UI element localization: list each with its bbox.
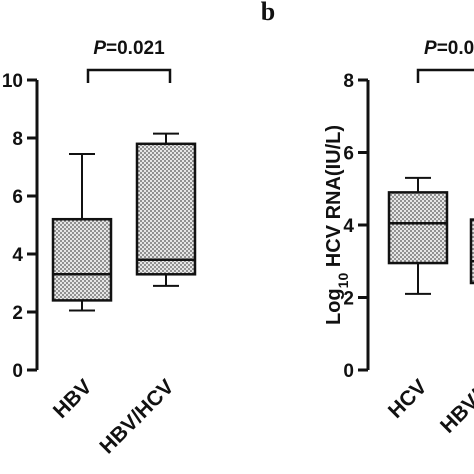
p-symbol: P [93, 38, 106, 59]
x-category-label: HBV [49, 375, 97, 423]
x-category-label: HBV/HCV [95, 375, 178, 458]
y-axis-title-part: Log [323, 288, 345, 325]
y-tick-label: 6 [343, 144, 354, 165]
box-hcv [387, 176, 449, 295]
p-value-label: P=0.0 [424, 38, 474, 59]
p-value: =0.0 [437, 38, 474, 59]
y-tick-label: 2 [343, 289, 354, 310]
significance-bracket [86, 68, 172, 83]
p-value-label: P=0.021 [93, 38, 165, 59]
x-category-label: HBV/H [436, 375, 474, 437]
y-tick-label: 8 [343, 71, 354, 92]
box-iqr [469, 218, 474, 285]
chart-panel-2: 0 2 4 6 8 HCV HBV/H P=0.0 Log10 HCV RNA(IU/L) b [261, 0, 474, 438]
y-axis-title: Log10 HCV RNA(IU/L) [323, 125, 351, 325]
y-tick-label: 4 [12, 245, 23, 266]
y-tick-label: 2 [12, 303, 23, 324]
y-tick-label: 8 [12, 129, 23, 150]
box-iqr [387, 191, 449, 265]
p-symbol: P [424, 38, 437, 59]
y-tick-label: 6 [12, 187, 23, 208]
panel-letter: b [261, 0, 275, 26]
y-tick-label: 10 [2, 71, 23, 92]
box-hbv-h [469, 218, 474, 285]
box-iqr [135, 142, 197, 276]
y-axis-title-part: 10 [335, 273, 351, 289]
y-axis-title-part: HCV RNA(IU/L) [323, 125, 345, 273]
y-tick-label: 0 [343, 361, 354, 382]
significance-bracket [416, 68, 474, 83]
box-iqr [51, 217, 113, 302]
x-category-label: HCV [384, 375, 432, 423]
box-hbv-hcv [135, 132, 197, 287]
y-tick-label: 4 [343, 216, 354, 237]
p-value: =0.021 [106, 38, 165, 59]
box-hbv [51, 152, 113, 312]
y-tick-label: 0 [12, 361, 23, 382]
